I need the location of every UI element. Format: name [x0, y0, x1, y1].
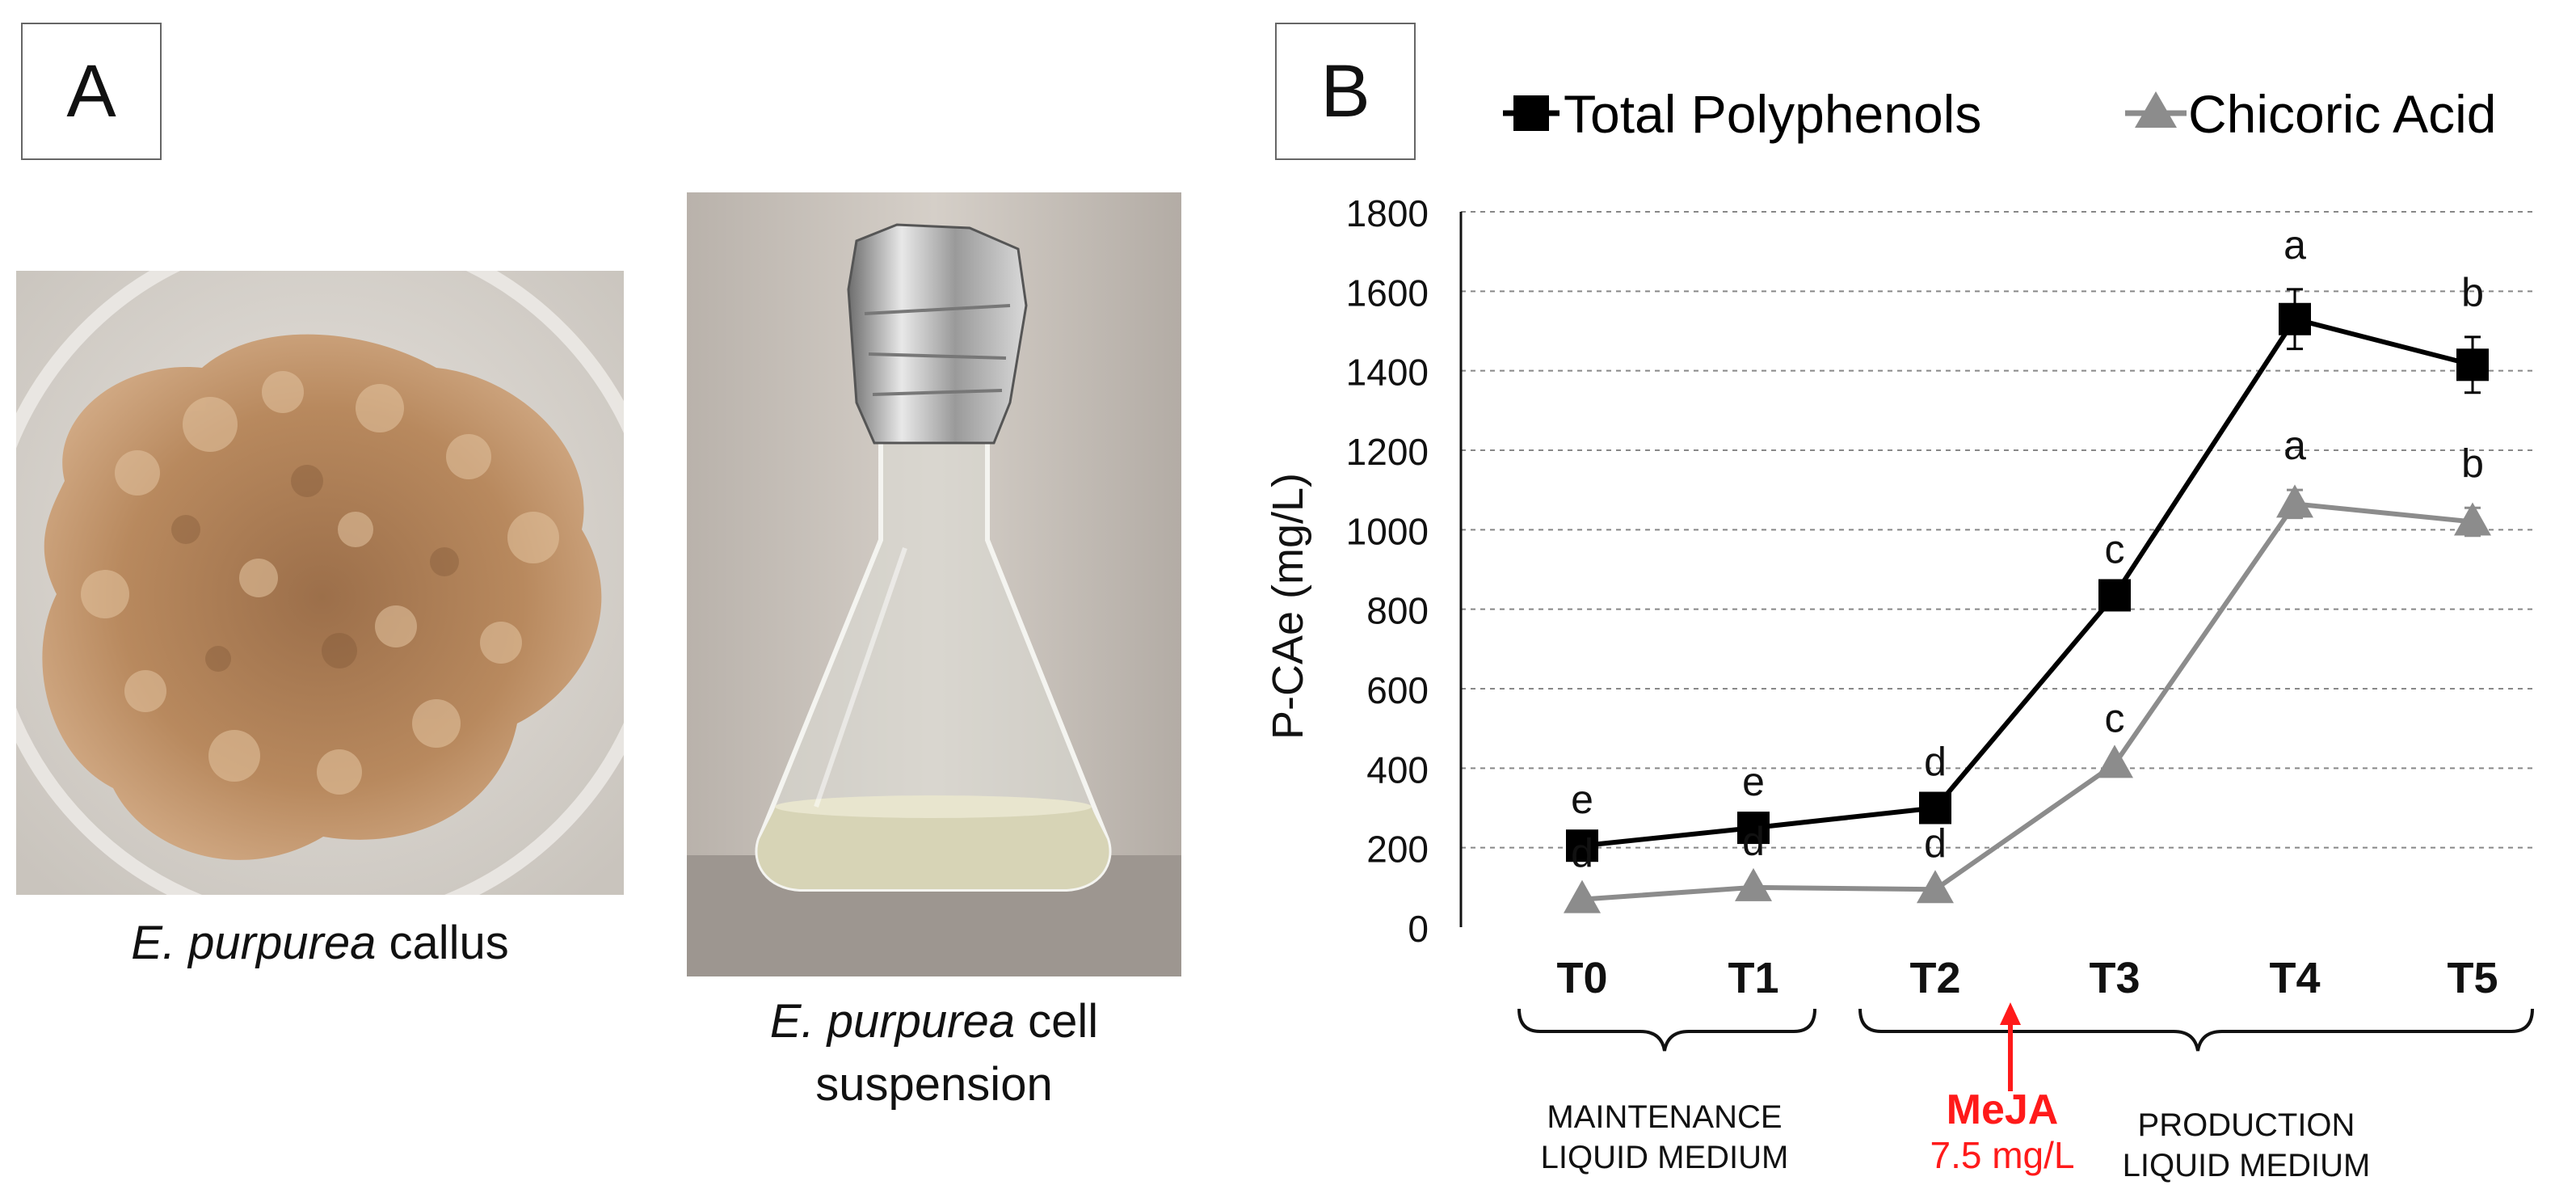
production-label-line2: LIQUID MEDIUM	[2123, 1148, 2371, 1183]
maintenance-label-line2: LIQUID MEDIUM	[1541, 1140, 1789, 1175]
callus-caption-species: E. purpurea	[131, 917, 377, 969]
meja-dose: 7.5 mg/L	[1930, 1134, 2075, 1176]
data-point-triangle	[2276, 484, 2313, 518]
data-point-square	[2456, 348, 2489, 382]
flask-illustration	[687, 192, 1181, 976]
suspension-caption: E. purpurea cell suspension	[687, 990, 1181, 1117]
timeline-annotations	[1517, 1008, 2534, 1052]
meja-label: MeJA	[1947, 1086, 2059, 1133]
panel-a-letter: A	[66, 49, 116, 133]
x-tick-label: T2	[1909, 954, 1960, 1002]
callus-caption: E. purpurea callus	[16, 912, 624, 975]
x-tick-label: T3	[2089, 954, 2140, 1002]
y-tick-labels: 0 200 400 600 800 1000 1200 1400 1600 1800	[1346, 192, 1429, 950]
significance-label: d	[1742, 819, 1765, 864]
data-point-triangle	[1917, 870, 1954, 904]
y-tick-label: 200	[1366, 829, 1429, 871]
significance-label: b	[2461, 441, 2484, 486]
y-tick-label: 1000	[1346, 510, 1429, 552]
y-tick-label: 600	[1366, 669, 1429, 711]
production-brace	[1858, 1008, 2534, 1052]
suspension-caption-text: cell	[1014, 995, 1099, 1048]
series-chicoric-acid: d d dca b	[1564, 423, 2491, 913]
callus-caption-text: callus	[376, 917, 509, 969]
callus-photo	[16, 271, 624, 895]
data-point-triangle	[2096, 744, 2133, 778]
significance-label: a	[2283, 222, 2306, 268]
significance-label: e	[1742, 759, 1765, 804]
data-point-square	[2098, 579, 2131, 612]
significance-label: c	[2105, 695, 2125, 740]
y-tick-label: 1400	[1346, 352, 1429, 394]
data-point-square	[1919, 791, 1951, 825]
x-tick-label: T4	[2269, 954, 2320, 1002]
data-point-triangle	[1735, 867, 1772, 901]
significance-label: b	[2461, 270, 2484, 315]
y-tick-label: 1200	[1346, 431, 1429, 473]
x-tick-label: T5	[2447, 954, 2498, 1002]
legend-label-chicoric: Chicoric Acid	[2188, 84, 2496, 144]
y-tick-label: 1600	[1346, 272, 1429, 314]
significance-label: a	[2283, 423, 2306, 468]
y-tick-label: 0	[1408, 908, 1429, 950]
maintenance-label-line1: MAINTENANCE	[1547, 1099, 1782, 1135]
data-point-triangle	[1564, 879, 1601, 913]
panel-b-label: B	[1275, 23, 1416, 160]
legend: Total Polyphenols Chicoric Acid	[1503, 84, 2496, 144]
legend-label-total: Total Polyphenols	[1564, 84, 1981, 144]
significance-label: d	[1924, 740, 1947, 785]
y-tick-label: 800	[1366, 590, 1429, 632]
panel-b-letter: B	[1320, 49, 1370, 133]
suspension-caption-species: E. purpurea	[769, 995, 1015, 1048]
y-tick-label: 400	[1366, 749, 1429, 791]
gridlines	[1461, 211, 2537, 849]
significance-label: c	[2105, 526, 2125, 571]
flask-photo	[687, 192, 1181, 976]
maintenance-brace	[1517, 1008, 1816, 1052]
y-tick-label: 1800	[1346, 192, 1429, 234]
callus-illustration	[16, 271, 624, 895]
x-tick-label: T1	[1728, 954, 1778, 1002]
series-line	[1581, 316, 2473, 849]
x-tick-labels: T0 T1 T2 T3 T4 T5	[1556, 954, 2498, 1002]
legend-triangle-marker	[2135, 91, 2177, 128]
x-tick-label: T0	[1556, 954, 1607, 1002]
panel-a-label: A	[21, 23, 162, 160]
meja-arrow	[2000, 1002, 2021, 1091]
data-point-triangle	[2454, 502, 2491, 536]
y-axis-label: P-CAe (mg/L)	[1264, 473, 1312, 740]
series-line	[1581, 501, 2473, 902]
data-point-square	[1737, 812, 1770, 845]
significance-label: d	[1571, 831, 1593, 876]
data-point-square	[2279, 302, 2311, 335]
data-point-square	[1566, 829, 1598, 862]
suspension-caption-line2: suspension	[815, 1058, 1053, 1111]
legend-item-total-polyphenols: Total Polyphenols	[1503, 84, 1981, 144]
significance-label: e	[1571, 777, 1593, 822]
significance-label: d	[1924, 820, 1947, 866]
production-label-line1: PRODUCTION	[2138, 1107, 2355, 1143]
legend-square-marker	[1513, 95, 1549, 131]
legend-item-chicoric-acid: Chicoric Acid	[2125, 84, 2496, 144]
